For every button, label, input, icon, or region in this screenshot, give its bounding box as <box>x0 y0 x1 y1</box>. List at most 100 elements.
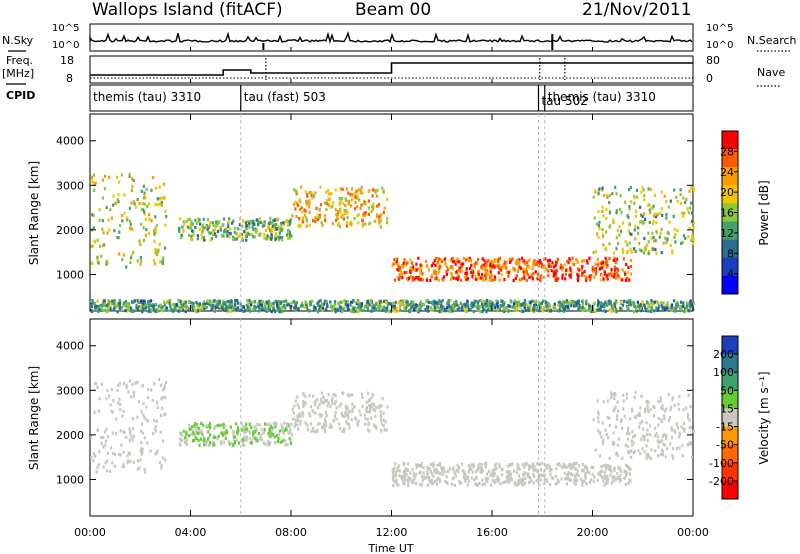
echo-cell <box>671 454 674 458</box>
echo-cell <box>292 203 296 207</box>
echo-cell <box>198 218 201 222</box>
echo-cell <box>245 232 248 236</box>
echo-cell <box>173 303 176 307</box>
echo-cell <box>326 198 329 202</box>
echo-cell <box>262 431 266 435</box>
echo-cell <box>422 466 425 470</box>
echo-cell <box>274 237 277 241</box>
echo-cell <box>312 429 315 433</box>
echo-cell <box>385 428 388 432</box>
echo-cell <box>665 434 668 438</box>
echo-cell <box>392 478 395 482</box>
cpid-segments: themis (tau) 3310 tau (fast) 503 tau 502th… <box>93 85 656 111</box>
echo-cell <box>246 306 249 310</box>
echo-cell <box>634 249 637 254</box>
echo-cell <box>636 300 639 304</box>
echo-cell <box>610 309 613 313</box>
echo-cell <box>419 482 422 486</box>
echo-cell <box>460 462 464 466</box>
echo-cell <box>339 187 342 191</box>
echo-cell <box>269 216 272 220</box>
echo-cell <box>626 276 629 280</box>
echo-cell <box>432 308 435 312</box>
echo-cell <box>466 304 469 308</box>
echo-cell <box>232 235 235 239</box>
echo-cell <box>677 407 681 411</box>
echo-cell <box>284 439 287 443</box>
echo-cell <box>121 258 124 262</box>
echo-cell <box>466 483 469 487</box>
echo-cell <box>283 421 286 425</box>
echo-cell <box>657 440 660 444</box>
echo-cell <box>347 199 350 203</box>
echo-cell <box>268 305 272 309</box>
echo-cell <box>528 258 531 262</box>
echo-cell <box>597 235 600 239</box>
echo-cell <box>131 427 135 431</box>
echo-cell <box>550 264 553 268</box>
echo-cell <box>575 473 579 477</box>
echo-cell <box>250 441 253 445</box>
echo-cell <box>128 379 131 383</box>
echo-cell <box>337 222 341 226</box>
echo-cell <box>594 448 597 452</box>
echo-cell <box>431 482 434 486</box>
echo-cell <box>371 188 375 192</box>
echo-cell <box>177 309 180 313</box>
echo-cell <box>627 265 630 270</box>
echo-cell <box>288 425 291 429</box>
echo-cell <box>479 276 482 280</box>
echo-cell <box>125 435 128 439</box>
echo-cell <box>382 210 385 215</box>
echo-cell <box>337 301 340 305</box>
echo-cell <box>554 474 557 478</box>
echo-cell <box>460 269 463 273</box>
echo-cell <box>254 439 257 443</box>
echo-cell <box>524 267 527 272</box>
echo-cell <box>343 306 346 311</box>
echo-cell <box>660 304 663 308</box>
echo-cell <box>615 236 618 240</box>
echo-cell <box>129 432 132 436</box>
echo-cell <box>437 261 440 265</box>
echo-cell <box>646 243 649 247</box>
echo-cell <box>604 476 608 481</box>
echo-cell <box>630 439 633 443</box>
echo-cell <box>664 307 667 311</box>
echo-cell <box>569 466 573 470</box>
echo-cell <box>523 473 526 477</box>
echo-cell <box>169 307 173 311</box>
echo-cell <box>259 233 262 237</box>
echo-cell <box>319 203 323 207</box>
echo-cell <box>151 398 154 402</box>
echo-cell <box>682 196 685 200</box>
echo-cell <box>427 307 430 311</box>
echo-cell <box>510 478 513 482</box>
echo-cell <box>381 308 384 312</box>
echo-cell <box>328 425 331 430</box>
echo-cell <box>164 381 168 385</box>
echo-cell <box>495 299 498 303</box>
echo-cell <box>267 304 270 308</box>
echo-cell <box>200 307 203 311</box>
echo-cell <box>144 306 147 310</box>
echo-cell <box>456 308 459 312</box>
echo-cell <box>376 188 379 192</box>
echo-cell <box>163 384 166 388</box>
echo-cell <box>264 302 267 306</box>
echo-cell <box>608 302 611 306</box>
echo-cell <box>440 310 443 314</box>
echo-cell <box>140 447 143 451</box>
echo-cell <box>575 300 578 304</box>
echo-cell <box>229 425 232 429</box>
echo-cell <box>335 213 338 217</box>
echo-cell <box>629 185 632 189</box>
echo-cell <box>476 262 479 266</box>
echo-cell <box>513 302 516 306</box>
echo-cell <box>521 483 524 487</box>
echo-cell <box>155 224 158 228</box>
echo-cell <box>214 425 217 429</box>
echo-cell <box>513 306 516 310</box>
echo-cell <box>470 271 473 275</box>
echo-cell <box>299 304 302 308</box>
